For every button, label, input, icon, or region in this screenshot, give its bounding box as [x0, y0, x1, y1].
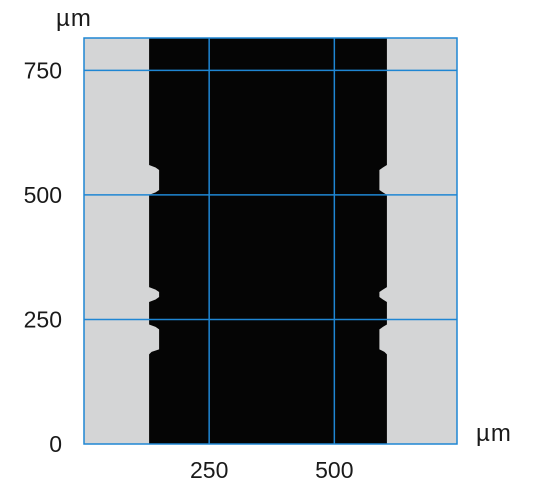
channel-region: [149, 38, 387, 444]
x-axis-unit: µm: [476, 420, 512, 447]
y-tick-label-0: 0: [49, 431, 62, 457]
y-tick-labels: 0 250 500 750: [24, 57, 62, 457]
y-axis-unit: µm: [56, 5, 92, 32]
x-tick-labels: 250 500: [190, 457, 353, 483]
y-tick-label-750: 750: [24, 57, 62, 83]
y-tick-label-250: 250: [24, 307, 62, 333]
vertical-gridlines: [208, 38, 336, 444]
horizontal-gridlines: [84, 69, 457, 321]
x-tick-label-250: 250: [190, 457, 228, 483]
y-tick-label-500: 500: [24, 182, 62, 208]
x-tick-label-500: 500: [315, 457, 353, 483]
plot-frame: [83, 37, 458, 445]
